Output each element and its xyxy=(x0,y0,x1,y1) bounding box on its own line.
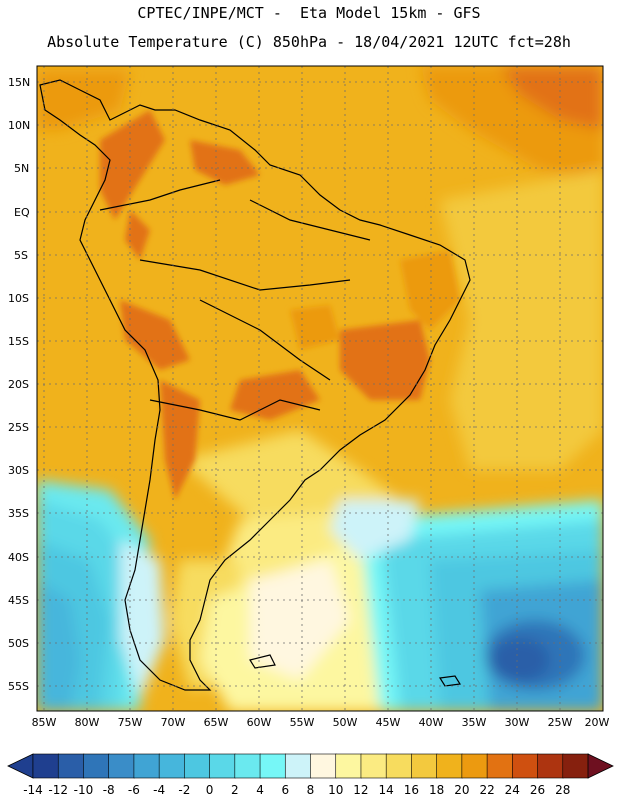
colorbar-label: 8 xyxy=(307,783,315,797)
lat-label: 25S xyxy=(8,421,29,434)
graticule xyxy=(37,66,603,711)
colorbar-segment xyxy=(108,753,135,779)
colorbar-label: -10 xyxy=(74,783,94,797)
colorbar-segment xyxy=(537,753,564,779)
lon-label: 80W xyxy=(75,716,100,729)
coastline-outline xyxy=(39,79,471,691)
colorbar-segment xyxy=(486,753,514,779)
lon-label: 60W xyxy=(247,716,272,729)
map-title-line1: CPTEC/INPE/MCT - Eta Model 15km - GFS xyxy=(137,4,481,22)
colorbar-low-arrow xyxy=(7,753,34,779)
colorbar-segment xyxy=(209,753,236,779)
colorbar-segment xyxy=(32,753,60,779)
colorbar-segments xyxy=(32,753,589,779)
lon-label: 50W xyxy=(333,716,358,729)
map-title-line2: Absolute Temperature (C) 850hPa - 18/04/… xyxy=(47,33,571,51)
lat-label: 50S xyxy=(8,637,29,650)
colorbar-label: 0 xyxy=(206,783,214,797)
colorbar-segment xyxy=(310,753,337,779)
colorbar-high-arrow xyxy=(587,753,614,779)
colorbar-segment xyxy=(83,753,110,779)
map-frame xyxy=(36,65,604,712)
colorbar-segment xyxy=(385,753,413,779)
lat-label: 30S xyxy=(8,464,29,477)
lon-label: 75W xyxy=(118,716,143,729)
colorbar-segment xyxy=(411,753,438,779)
lon-label: 65W xyxy=(204,716,229,729)
colorbar-label: 14 xyxy=(379,783,394,797)
colorbar-segment xyxy=(562,753,589,779)
lon-label: 20W xyxy=(585,716,610,729)
colorbar-segment xyxy=(335,753,362,779)
colorbar-segment xyxy=(284,753,312,779)
colorbar-label: -4 xyxy=(153,783,165,797)
colorbar-segment xyxy=(57,753,85,779)
colorbar-label: 24 xyxy=(505,783,520,797)
colorbar-segment xyxy=(184,753,211,779)
colorbar-segment xyxy=(512,753,539,779)
lon-label: 25W xyxy=(548,716,573,729)
lon-label: 40W xyxy=(419,716,444,729)
latitude-labels: 15N 10N 5N EQ 5S 10S 15S 20S 25S 30S 35S… xyxy=(8,76,30,693)
colorbar-label: 20 xyxy=(454,783,469,797)
longitude-labels: 85W 80W 75W 70W 65W 60W 55W 50W 45W 40W … xyxy=(32,716,610,729)
colorbar-segment xyxy=(133,753,160,779)
colorbar-segment xyxy=(234,753,261,779)
colorbar-label: 22 xyxy=(479,783,494,797)
colorbar-segment xyxy=(461,753,488,779)
lat-label: 15N xyxy=(8,76,30,89)
lat-label: 20S xyxy=(8,378,29,391)
lat-label: 35S xyxy=(8,507,29,520)
colorbar-label: 4 xyxy=(256,783,264,797)
lon-label: 30W xyxy=(505,716,530,729)
lat-label: 15S xyxy=(8,335,29,348)
colorbar-label: 2 xyxy=(231,783,239,797)
colorbar-label: 10 xyxy=(328,783,343,797)
colorbar-label: 18 xyxy=(429,783,444,797)
lat-label: 5S xyxy=(14,249,28,262)
colorbar-segment xyxy=(259,753,287,779)
lon-label: 85W xyxy=(32,716,57,729)
colorbar-label: 16 xyxy=(404,783,419,797)
lat-label: EQ xyxy=(14,206,30,219)
lat-label: 5N xyxy=(14,162,29,175)
colorbar-label: -8 xyxy=(103,783,115,797)
colorbar-label: -12 xyxy=(48,783,68,797)
colorbar-label: 6 xyxy=(281,783,289,797)
lon-label: 55W xyxy=(290,716,315,729)
colorbar-label: -2 xyxy=(178,783,190,797)
temperature-field xyxy=(37,66,603,711)
lon-label: 35W xyxy=(462,716,487,729)
lon-label: 45W xyxy=(376,716,401,729)
colorbar-labels: -14 -12 -10 -8 -6 -4 -2 0 2 4 6 8 10 12 14 16 18 20 22 24 26… xyxy=(23,783,570,797)
lat-label: 45S xyxy=(8,594,29,607)
colorbar-segment xyxy=(158,753,186,779)
lat-label: 40S xyxy=(8,551,29,564)
colorbar: -14 -12 -10 -8 -6 -4 -2 0 2 4 6 8 10 12 14 16 18 20 22 24 26… xyxy=(7,753,614,797)
lat-label: 10N xyxy=(8,119,30,132)
colorbar-label: -6 xyxy=(128,783,140,797)
colorbar-label: 12 xyxy=(353,783,368,797)
lat-label: 10S xyxy=(8,292,29,305)
colorbar-segment xyxy=(360,753,387,779)
lon-label: 70W xyxy=(161,716,186,729)
colorbar-label: 26 xyxy=(530,783,545,797)
lat-label: 55S xyxy=(8,680,29,693)
colorbar-segment xyxy=(436,753,463,779)
colorbar-label: -14 xyxy=(23,783,43,797)
colorbar-label: 28 xyxy=(555,783,570,797)
